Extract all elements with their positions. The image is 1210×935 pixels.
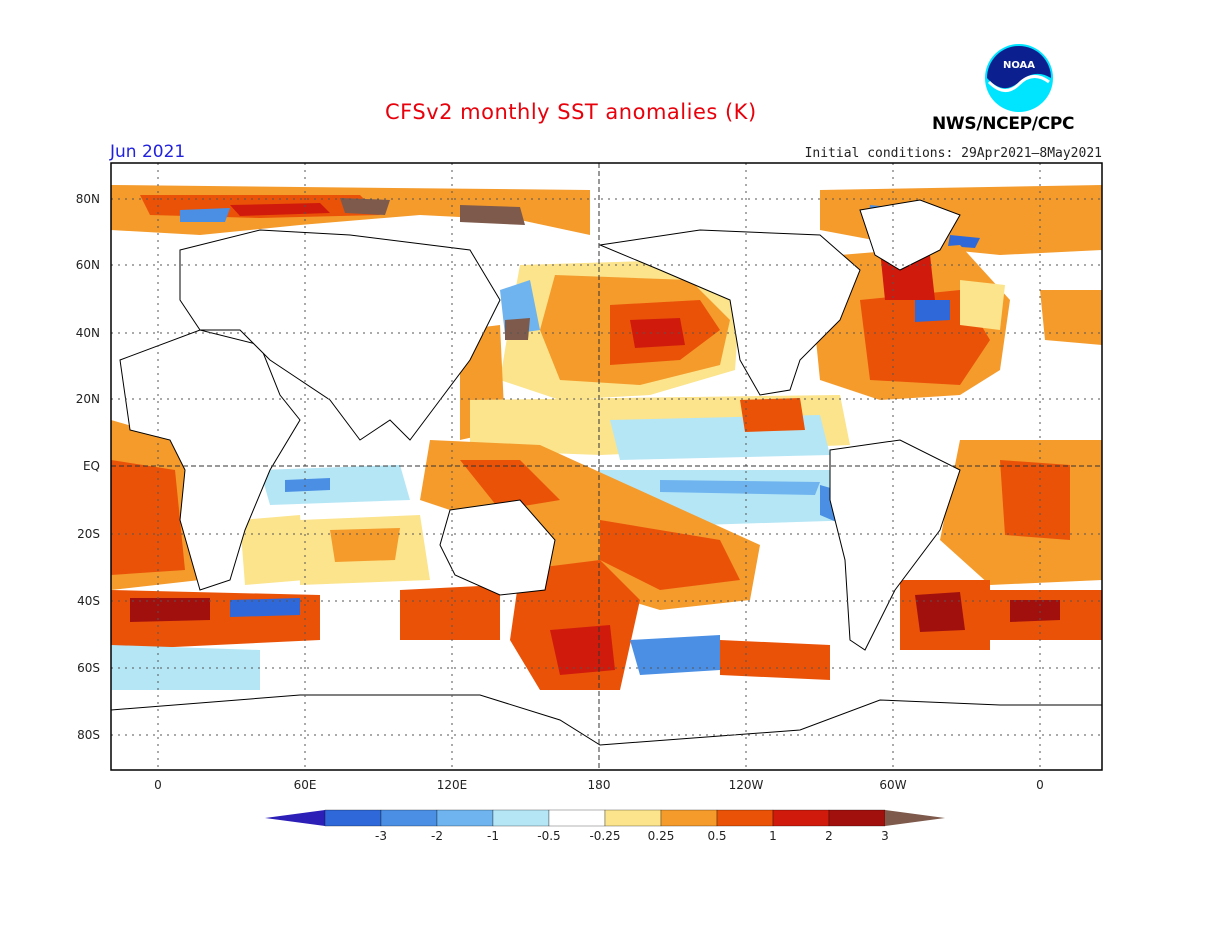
colorbar-swatch: [492, 809, 550, 827]
colorbar-swatch: [660, 809, 718, 827]
colorbar-tick-label: 0.5: [707, 829, 727, 843]
lon-label-0-west: 0: [154, 778, 162, 792]
agency-label: NWS/NCEP/CPC: [932, 114, 1075, 134]
lat-label-20s: 20S: [77, 527, 100, 541]
colorbar-tick-label: 0.25: [647, 829, 675, 843]
lat-label-20n: 20N: [75, 392, 100, 406]
colorbar-swatch: [436, 809, 494, 827]
colorbar-arrow-high: [885, 810, 945, 826]
colorbar-arrow-low: [265, 810, 325, 826]
colorbar: [265, 809, 945, 827]
colorbar-tick-label: -3: [375, 829, 387, 843]
initial-conditions: Initial conditions: 29Apr2021—8May2021: [804, 146, 1102, 161]
colorbar-swatch: [828, 809, 886, 827]
map-title: CFSv2 monthly SST anomalies (K): [385, 100, 757, 124]
colorbar-swatch: [604, 809, 662, 827]
map-frame: [110, 162, 1103, 771]
colorbar-tick-label: 1: [769, 829, 777, 843]
lat-label-60n: 60N: [75, 258, 100, 272]
forecast-month: Jun 2021: [110, 142, 186, 162]
colorbar-tick-label: -2: [431, 829, 443, 843]
colorbar-tick-label: 3: [881, 829, 889, 843]
reference-lines: [111, 163, 1102, 770]
lon-label-60e: 60E: [293, 778, 317, 792]
lon-label-180: 180: [587, 778, 611, 792]
land-mask: [111, 199, 1102, 770]
colorbar-tick-label: -0.25: [589, 829, 621, 843]
lat-label-eq: EQ: [82, 459, 100, 473]
lat-label-80s: 80S: [77, 728, 100, 742]
anomaly-field: [111, 163, 1102, 770]
grid-lines: [111, 163, 1102, 770]
lon-label-120w: 120W: [728, 778, 764, 792]
colorbar-tick-label: 2: [825, 829, 833, 843]
colorbar-swatch: [772, 809, 830, 827]
lon-label-120e: 120E: [436, 778, 468, 792]
colorbar-swatch: [548, 809, 606, 827]
colorbar-tick-label: -1: [487, 829, 499, 843]
lon-label-60w: 60W: [879, 778, 907, 792]
noaa-logo-text: NOAA: [1003, 60, 1035, 71]
colorbar-tick-label: -0.5: [537, 829, 561, 843]
colorbar-swatch: [716, 809, 774, 827]
lon-label-0-east: 0: [1036, 778, 1044, 792]
lat-label-40s: 40S: [77, 594, 100, 608]
colorbar-swatch: [324, 809, 382, 827]
lat-label-60s: 60S: [77, 661, 100, 675]
noaa-logo: NOAA: [985, 44, 1053, 112]
colorbar-swatch: [380, 809, 438, 827]
lat-label-80n: 80N: [75, 192, 100, 206]
lat-label-40n: 40N: [75, 326, 100, 340]
